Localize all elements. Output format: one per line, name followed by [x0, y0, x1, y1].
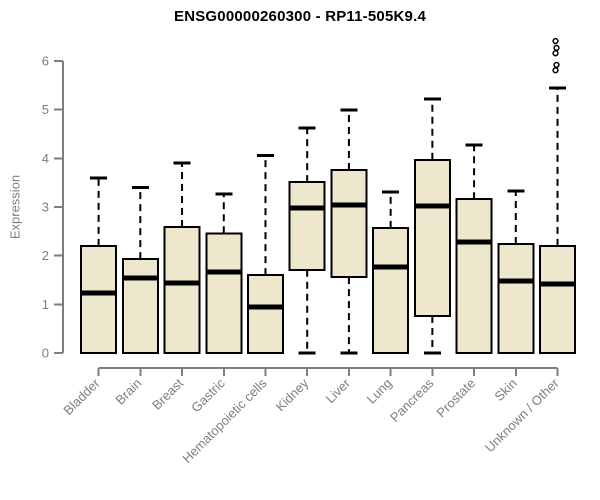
- x-tick-label-prostate: Prostate: [433, 376, 478, 421]
- outlier-unknown-other: [553, 44, 560, 52]
- outlier-unknown-other: [552, 50, 559, 57]
- x-tick-label-liver: Liver: [323, 375, 354, 406]
- x-tick-label-gastric: Gastric: [188, 375, 228, 415]
- box-lung: [372, 226, 410, 354]
- y-tick-label-4: 4: [42, 151, 49, 166]
- x-tick-label-brain: Brain: [112, 376, 144, 408]
- y-tick-label-3: 3: [42, 199, 49, 214]
- x-tick-label-skin: Skin: [491, 376, 519, 404]
- x-tick-label-pancreas: Pancreas: [387, 375, 437, 425]
- box-kidney: [288, 181, 326, 271]
- x-tick-label-breast: Breast: [149, 375, 186, 412]
- y-tick-label-6: 6: [42, 53, 49, 68]
- x-tick-label-lung: Lung: [364, 376, 395, 407]
- outlier-unknown-other: [552, 37, 559, 45]
- box-bladder: [80, 244, 118, 354]
- y-tick-label-1: 1: [42, 297, 49, 312]
- y-tick-label-0: 0: [42, 346, 49, 361]
- x-tick-label-kidney: Kidney: [273, 375, 312, 414]
- box-skin: [497, 242, 535, 354]
- y-tick-label-2: 2: [42, 248, 49, 263]
- box-prostate: [455, 198, 493, 354]
- box-gastric: [205, 232, 243, 354]
- x-tick-label-unknown-other: Unknown / Other: [482, 375, 562, 455]
- box-breast: [163, 225, 201, 354]
- box-brain: [121, 258, 159, 354]
- box-hematopoietic-cells: [246, 274, 284, 355]
- box-liver: [330, 169, 368, 279]
- chart-title: ENSG00000260300 - RP11-505K9.4: [173, 8, 426, 25]
- outlier-unknown-other: [553, 61, 560, 69]
- box-unknown-other: [539, 244, 577, 354]
- y-tick-label-5: 5: [42, 102, 49, 117]
- box-pancreas: [413, 158, 451, 318]
- outlier-unknown-other: [552, 67, 559, 74]
- x-tick-label-bladder: Bladder: [60, 375, 103, 418]
